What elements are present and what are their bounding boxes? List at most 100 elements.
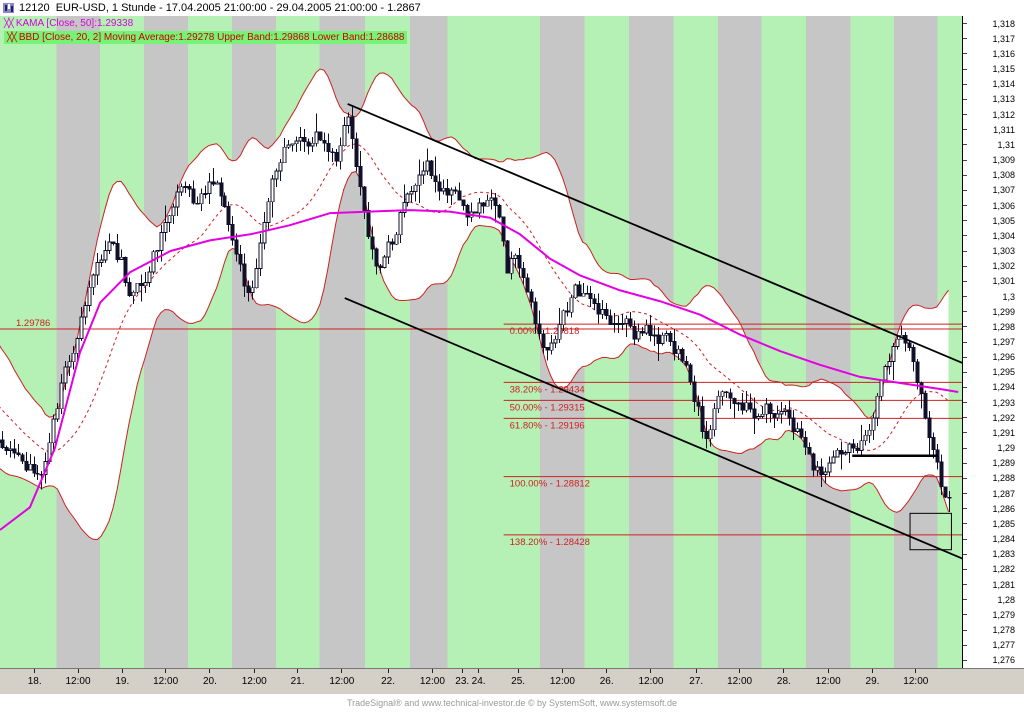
price-axis-label: 1,288 — [992, 473, 1015, 484]
price-axis-label: 1,289 — [992, 458, 1015, 469]
time-tick — [650, 669, 652, 673]
chart-icon — [3, 2, 15, 14]
price-axis[interactable]: 1,318 1,317 1,316 1,315 1,314 1,313 1,312 1,311… — [963, 16, 1024, 668]
legend-bollinger[interactable]: ╳╳ BBD [Close, 20, 2] Moving Average:1.29… — [4, 31, 408, 44]
price-tick — [963, 629, 967, 631]
session-stripes — [0, 16, 963, 668]
price-axis-label: 1,317 — [992, 33, 1015, 44]
time-axis-label: 12:00 — [329, 676, 355, 687]
chart-plot-area[interactable]: 1.29786 0.00% - 1.29818 38.20% - 1.29434 50… — [0, 16, 963, 668]
price-axis-label: 1,282 — [992, 564, 1015, 575]
kama-line-swatch: ╳╳ — [4, 18, 14, 28]
time-tick — [561, 669, 563, 673]
time-axis-label: 12:00 — [65, 676, 91, 687]
price-tick — [963, 462, 967, 464]
price-tick — [963, 508, 967, 510]
price-tick — [963, 477, 967, 479]
price-tick — [963, 417, 967, 419]
time-tick — [783, 669, 785, 673]
price-tick — [963, 265, 967, 267]
price-tick — [963, 220, 967, 222]
price-tick — [963, 614, 967, 616]
price-axis-label: 1,293 — [992, 397, 1015, 408]
price-axis-label: 1,31 — [997, 139, 1015, 150]
price-axis-label: 1,284 — [992, 534, 1015, 545]
price-tick — [963, 659, 967, 661]
time-tick — [431, 669, 433, 673]
horizontal-level-line: 1.29786 — [0, 318, 963, 330]
price-axis-label: 1,299 — [992, 306, 1015, 317]
time-axis-label: 12:00 — [815, 676, 841, 687]
time-axis-label: 19. — [115, 676, 130, 687]
price-tick — [963, 129, 967, 131]
price-axis-label: 1,279 — [992, 609, 1015, 620]
time-tick — [297, 669, 299, 673]
price-axis-label: 1,307 — [992, 185, 1015, 196]
time-tick — [478, 669, 480, 673]
price-axis-label: 1,298 — [992, 321, 1015, 332]
price-tick — [963, 53, 967, 55]
time-axis-label: 22. — [381, 676, 396, 687]
price-tick — [963, 38, 967, 40]
price-tick — [963, 83, 967, 85]
svg-text:138.20% - 1.28428: 138.20% - 1.28428 — [510, 537, 590, 548]
price-axis-label: 1,283 — [992, 549, 1015, 560]
svg-text:100.00% - 1.28812: 100.00% - 1.28812 — [510, 479, 590, 490]
time-axis-label: 12:00 — [903, 676, 929, 687]
price-tick — [963, 98, 967, 100]
time-axis-label: 26. — [599, 676, 614, 687]
annotation-box — [909, 512, 952, 551]
price-tick — [963, 553, 967, 555]
kama-label: KAMA [Close, 50]:1.29338 — [15, 18, 134, 29]
price-axis-label: 1,311 — [993, 124, 1015, 135]
price-axis-label: 1,287 — [992, 488, 1015, 499]
time-tick — [387, 669, 389, 673]
time-tick — [165, 669, 167, 673]
price-axis-label: 1,302 — [992, 261, 1015, 272]
price-axis-label: 1,303 — [992, 246, 1015, 257]
time-tick — [871, 669, 873, 673]
price-axis-label: 1,286 — [992, 503, 1015, 514]
credit-text: TradeSignal® and www.technical-investor.… — [346, 698, 678, 708]
chart-title: 12120 EUR-USD, 1 Stunde - 17.04.2005 21:… — [19, 2, 421, 14]
time-tick — [915, 669, 917, 673]
price-axis-label: 1,276 — [992, 655, 1015, 666]
price-tick — [963, 523, 967, 525]
price-tick — [963, 493, 967, 495]
price-tick — [963, 386, 967, 388]
time-axis-label: 27. — [689, 676, 704, 687]
fibonacci-retracement: 0.00% - 1.29818 38.20% - 1.29434 50.00% - … — [503, 323, 963, 548]
time-tick — [77, 669, 79, 673]
price-axis-label: 1,304 — [992, 230, 1015, 241]
price-tick — [963, 432, 967, 434]
price-tick — [963, 144, 967, 146]
price-axis-label: 1,306 — [992, 200, 1015, 211]
price-tick — [963, 599, 967, 601]
time-axis-label: 12:00 — [549, 676, 575, 687]
time-axis-label: 18. — [27, 676, 42, 687]
price-axis-label: 1,314 — [992, 79, 1015, 90]
price-axis-label: 1,308 — [992, 170, 1015, 181]
price-tick — [963, 235, 967, 237]
price-axis-label: 1,313 — [992, 94, 1015, 105]
time-axis-label: 28. — [776, 676, 791, 687]
price-tick — [963, 159, 967, 161]
svg-text:0.00% - 1.29818: 0.00% - 1.29818 — [510, 326, 580, 337]
time-axis-label: 12:00 — [727, 676, 753, 687]
price-axis-label: 1,278 — [992, 625, 1015, 636]
bollinger-label: BBD [Close, 20, 2] Moving Average:1.2927… — [18, 32, 405, 43]
legend-kama[interactable]: ╳╳ KAMA [Close, 50]:1.29338 — [4, 17, 133, 30]
price-tick — [963, 644, 967, 646]
trend-lines — [344, 103, 963, 560]
time-axis[interactable]: 18. 12:00 19. 12:00 20. 12:00 21. 12:00 22. 12:00… — [0, 668, 1024, 694]
price-axis-label: 1,28 — [997, 594, 1015, 605]
credit-footer: TradeSignal® and www.technical-investor.… — [0, 694, 1024, 712]
price-tick — [963, 447, 967, 449]
time-axis-label: 29. — [865, 676, 880, 687]
candlesticks — [0, 107, 952, 512]
price-axis-label: 1,291 — [992, 427, 1015, 438]
price-tick — [963, 371, 967, 373]
time-axis-label: 20. — [202, 676, 217, 687]
bollinger-line-swatch: ╳╳ — [7, 32, 17, 42]
time-tick — [121, 669, 123, 673]
